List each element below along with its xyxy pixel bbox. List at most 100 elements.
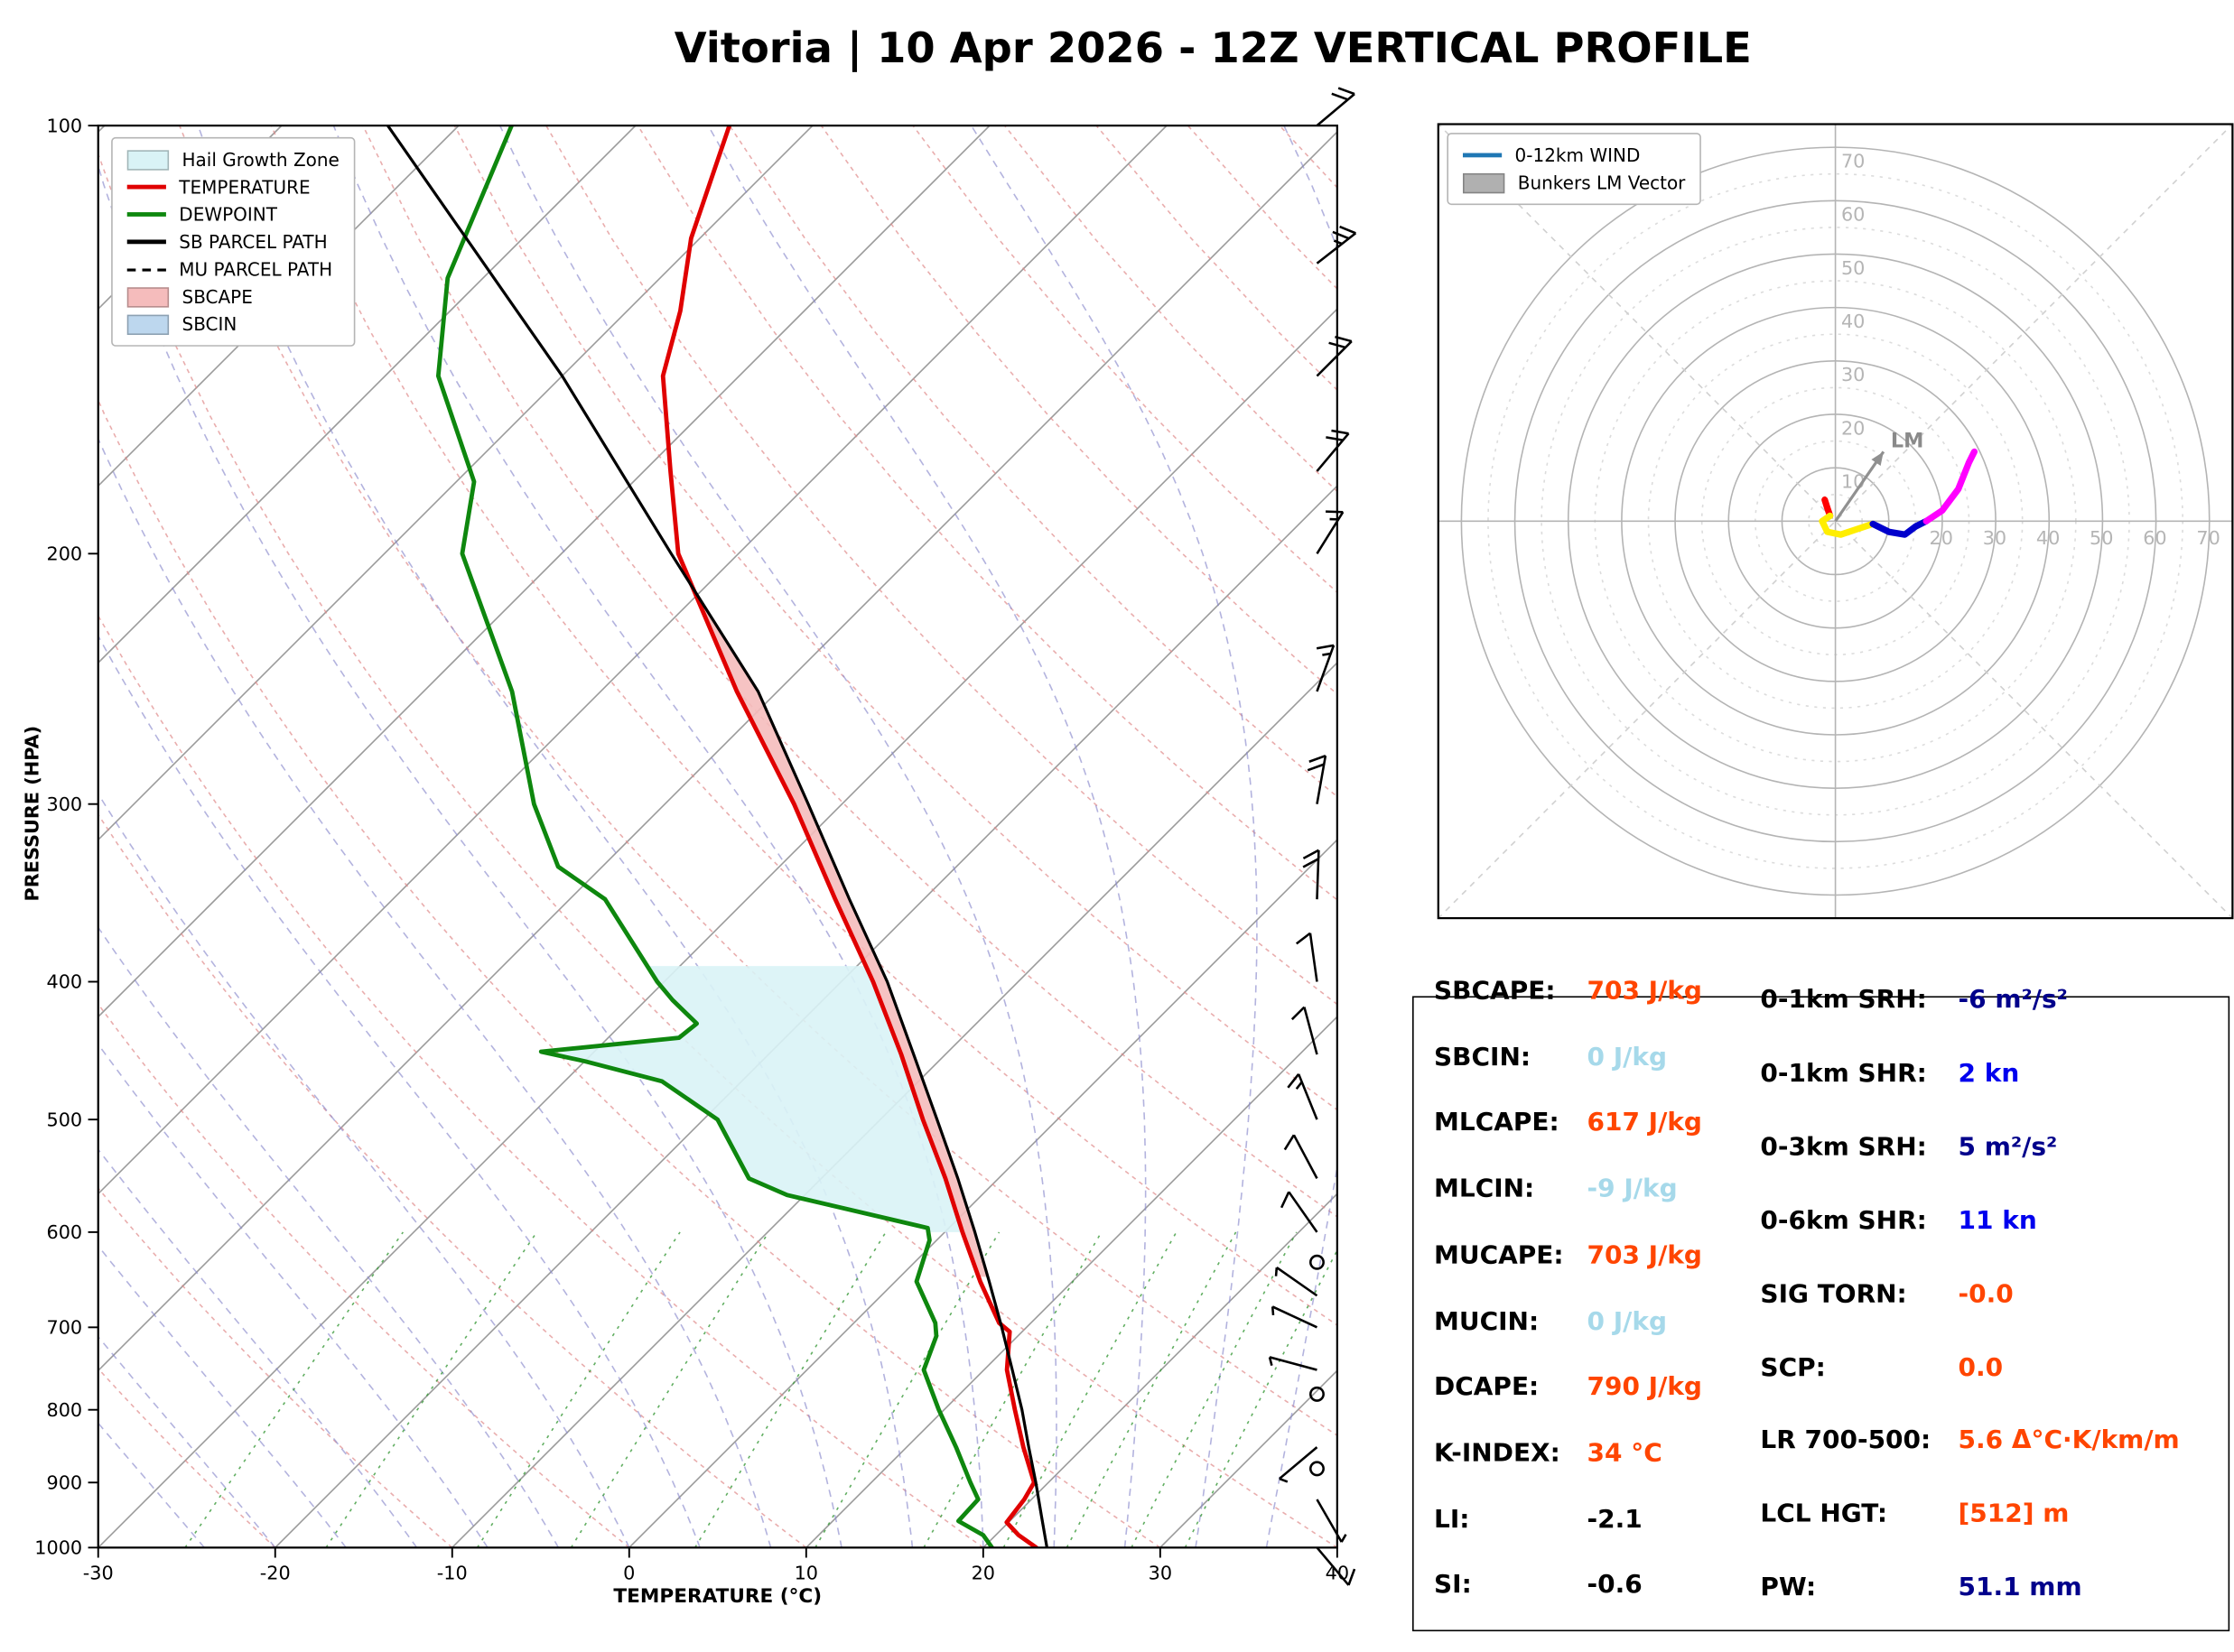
stat-label: MUCAPE: xyxy=(1434,1240,1564,1270)
stat-label: MLCIN: xyxy=(1434,1174,1535,1204)
series-line xyxy=(386,125,1048,1548)
stat-value: -0.0 xyxy=(1958,1279,2014,1309)
wind-barb xyxy=(1283,1134,1318,1179)
stat-row: MUCIN: 0 J/kg xyxy=(1434,1307,1667,1337)
legend-label: SBCIN xyxy=(182,313,237,336)
mixing-ratio-lines xyxy=(184,1231,1337,1548)
legend-label: Hail Growth Zone xyxy=(182,148,340,171)
svg-text:40: 40 xyxy=(2036,527,2060,549)
svg-text:400: 400 xyxy=(47,971,83,993)
svg-text:100: 100 xyxy=(47,115,83,136)
hodograph-border xyxy=(1437,123,2234,920)
stat-value: 5.6 Δ°C·K/km/m xyxy=(1958,1426,2180,1456)
legend-item: SB PARCEL PATH xyxy=(126,230,340,253)
svg-text:70: 70 xyxy=(1841,151,1865,172)
stat-value: -6 m²/s² xyxy=(1958,986,2068,1016)
legend-label: MU PARCEL PATH xyxy=(179,258,333,281)
wind-barb xyxy=(1295,932,1318,982)
stat-row: 0-1km SHR: 2 kn xyxy=(1760,1059,2019,1089)
stat-label: SBCAPE: xyxy=(1434,977,1556,1007)
stat-label: SI: xyxy=(1434,1571,1472,1601)
stat-value: -9 J/kg xyxy=(1587,1174,1678,1204)
svg-text:70: 70 xyxy=(2196,527,2220,549)
hodograph-legend: 0-12km WIND Bunkers LM Vector xyxy=(1447,133,1702,206)
stat-label: MUCIN: xyxy=(1434,1307,1540,1337)
stat-label: 0-6km SHR: xyxy=(1760,1206,1927,1236)
stat-value: 703 J/kg xyxy=(1587,977,1702,1007)
skewt-yaxis-title: PRESSURE (HPA) xyxy=(22,725,44,902)
stat-label: 0-1km SHR: xyxy=(1760,1059,1927,1089)
legend-label: SB PARCEL PATH xyxy=(179,230,328,253)
legend-swatch-icon xyxy=(126,184,166,190)
stat-row: LCL HGT: [512] m xyxy=(1760,1500,2069,1529)
svg-text:0: 0 xyxy=(623,1563,635,1584)
svg-text:50: 50 xyxy=(2090,527,2113,549)
wind-barb xyxy=(1287,1073,1318,1120)
wind-barb xyxy=(1316,87,1355,127)
wind-barb xyxy=(1268,1356,1317,1371)
stat-row: MLCAPE: 617 J/kg xyxy=(1434,1109,1702,1138)
skewt-xaxis-title: TEMPERATURE (°C) xyxy=(613,1584,823,1609)
skewt-chart: -30 -20 -10 0 10 20 30 401002003004005006007008… xyxy=(34,87,1357,1586)
stat-label: MLCAPE: xyxy=(1434,1109,1559,1138)
legend-swatch-icon xyxy=(126,286,170,307)
stat-value: -2.1 xyxy=(1587,1505,1643,1535)
stat-value: 5 m²/s² xyxy=(1958,1133,2058,1163)
legend-item: TEMPERATURE xyxy=(126,176,340,199)
legend-item: MU PARCEL PATH xyxy=(126,258,340,281)
stat-row: MLCIN: -9 J/kg xyxy=(1434,1174,1678,1204)
wind-barb xyxy=(1290,1006,1318,1055)
wind-barb xyxy=(1280,1191,1318,1233)
stat-row: LR 700-500: 5.6 Δ°C·K/km/m xyxy=(1760,1427,2179,1456)
stat-value: 790 J/kg xyxy=(1587,1373,1702,1403)
wind-barb xyxy=(1316,225,1357,265)
dry-adiabat-lines xyxy=(98,125,1337,1548)
skewt-background xyxy=(98,125,1337,1548)
stat-row: SBCIN: 0 J/kg xyxy=(1434,1043,1667,1072)
stat-label: 0-1km SRH: xyxy=(1760,986,1927,1016)
page-title: Vitoria | 10 Apr 2026 - 12Z VERTICAL PRO… xyxy=(674,23,1752,72)
wind-barb xyxy=(1308,1254,1325,1270)
stat-label: SBCIN: xyxy=(1434,1043,1531,1072)
legend-swatch-icon xyxy=(1462,172,1505,193)
stat-row: SIG TORN: -0.0 xyxy=(1760,1280,2013,1309)
svg-text:50: 50 xyxy=(1841,257,1865,279)
stat-label: DCAPE: xyxy=(1434,1373,1540,1403)
wind-barb xyxy=(1307,754,1327,804)
stat-label: PW: xyxy=(1760,1573,1817,1603)
svg-text:40: 40 xyxy=(1841,311,1865,332)
wind-barb xyxy=(1308,1386,1325,1402)
isotherm-lines xyxy=(98,125,1337,1548)
legend-swatch-icon xyxy=(1462,153,1503,158)
legend-label: TEMPERATURE xyxy=(179,176,311,199)
svg-text:30: 30 xyxy=(1983,527,2006,549)
stat-value: -0.6 xyxy=(1587,1571,1643,1601)
legend-swatch-icon xyxy=(126,239,166,245)
legend-label: 0-12km WIND xyxy=(1514,144,1641,166)
stat-label: LI: xyxy=(1434,1505,1470,1535)
hodograph-grid xyxy=(1438,124,2233,919)
skewt-plot-border xyxy=(97,125,1338,1549)
series-line xyxy=(386,125,1049,1548)
legend-item: Hail Growth Zone xyxy=(126,148,340,171)
stat-value: 51.1 mm xyxy=(1958,1573,2082,1603)
wind-barb xyxy=(1271,1305,1318,1329)
stat-value: 617 J/kg xyxy=(1587,1109,1702,1138)
svg-text:900: 900 xyxy=(47,1471,83,1493)
stat-row: SCP: 0.0 xyxy=(1760,1353,2003,1382)
wind-barb xyxy=(1316,644,1336,692)
legend-item: Bunkers LM Vector xyxy=(1462,172,1685,193)
svg-text:-10: -10 xyxy=(437,1563,468,1584)
stat-value: 0.0 xyxy=(1958,1353,2004,1383)
hodograph-wind-trace xyxy=(1819,448,1978,538)
svg-text:700: 700 xyxy=(47,1317,83,1339)
wind-barb xyxy=(1316,1546,1356,1586)
svg-text:-20: -20 xyxy=(260,1563,291,1584)
stat-row: LI: -2.1 xyxy=(1434,1505,1643,1535)
stat-label: 0-3km SRH: xyxy=(1760,1133,1927,1163)
moist-adiabat-lines xyxy=(98,125,1337,1548)
bunkers-lm-vector: LM xyxy=(1834,430,1923,523)
legend-label: DEWPOINT xyxy=(179,203,277,226)
wind-barb xyxy=(1316,1499,1347,1543)
